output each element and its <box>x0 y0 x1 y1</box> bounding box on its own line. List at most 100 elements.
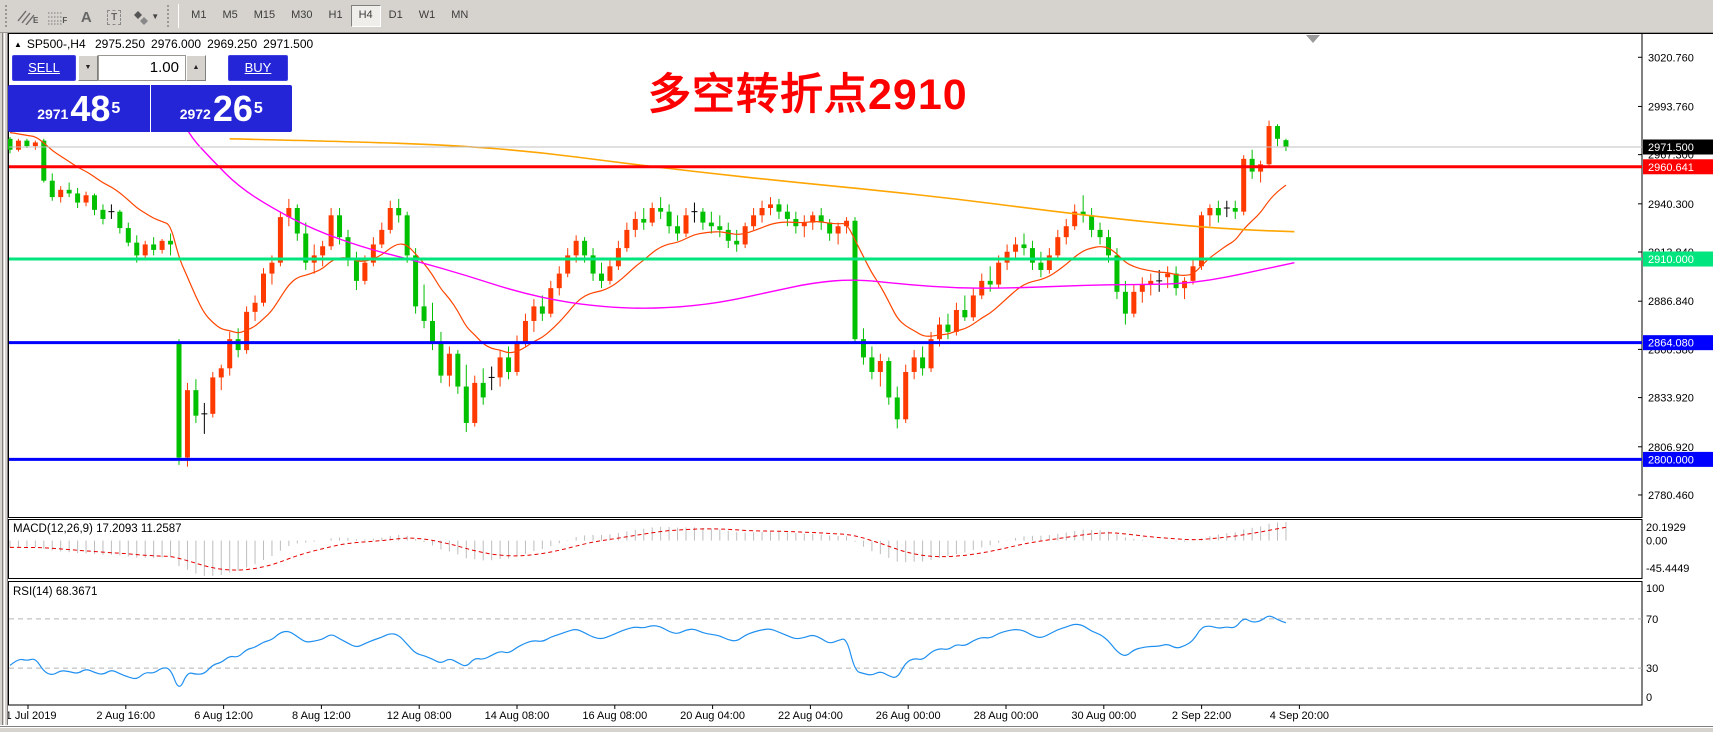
time-tick-label[interactable]: 2 Aug 16:00 <box>96 710 155 722</box>
candle-body <box>1131 291 1137 314</box>
buy-price-big: 26 <box>212 87 253 129</box>
candle-body <box>582 240 588 256</box>
candle-body <box>1232 208 1238 212</box>
candle-body <box>683 215 689 234</box>
time-tick-label[interactable]: 6 Aug 12:00 <box>194 710 253 722</box>
text-label-icon: T <box>107 10 122 25</box>
macd-axis-max: 20.1929 <box>1646 522 1686 534</box>
toolbar-grip[interactable] <box>167 5 171 27</box>
candle-body <box>658 208 664 212</box>
candle-body <box>184 390 190 458</box>
sell-price-button[interactable]: 2971 48 5 <box>8 85 151 132</box>
timeframe-button-mn[interactable]: MN <box>451 9 469 21</box>
time-tick-label[interactable]: 14 Aug 08:00 <box>485 710 550 722</box>
sell-button[interactable]: SELL <box>12 55 76 81</box>
candle-body <box>911 357 917 372</box>
candle-body <box>1198 215 1204 267</box>
time-tick-label[interactable]: 22 Aug 04:00 <box>778 710 843 722</box>
arrows-button[interactable]: ▼ <box>129 4 163 28</box>
timeframe-button-m30[interactable]: M30 <box>291 9 313 21</box>
time-tick-label[interactable]: 26 Aug 00:00 <box>876 710 941 722</box>
buy-price-small: 2972 <box>179 105 211 122</box>
candle-body <box>227 339 233 369</box>
candle-body <box>641 218 647 223</box>
candle-body <box>269 262 275 274</box>
candle-body <box>252 302 258 312</box>
candle-body <box>717 226 723 230</box>
buy-price-button[interactable]: 2972 26 5 <box>151 85 293 132</box>
time-tick-label[interactable]: 12 Aug 08:00 <box>387 710 452 722</box>
chevron-down-icon[interactable]: ▼ <box>151 11 160 21</box>
candle-body <box>970 295 976 318</box>
time-tick-label[interactable]: 2 Sep 22:00 <box>1172 710 1231 722</box>
time-tick-label[interactable]: 16 Aug 08:00 <box>582 710 647 722</box>
time-tick-label[interactable]: 28 Aug 00:00 <box>974 710 1039 722</box>
text-icon: A <box>80 9 92 26</box>
volume-decrease-button[interactable]: ▼ <box>78 55 98 81</box>
candle-body <box>176 342 182 458</box>
toolbar-separator <box>178 4 180 28</box>
candle-body <box>573 240 579 256</box>
candle-body <box>700 211 706 223</box>
buy-button[interactable]: BUY <box>228 55 288 81</box>
sell-price-small: 2971 <box>37 105 69 122</box>
timeframe-button-h1[interactable]: H1 <box>328 9 343 21</box>
candle-body <box>599 273 604 281</box>
time-tick-label[interactable]: 8 Aug 12:00 <box>292 710 351 722</box>
macd-signal-line <box>9 526 1287 571</box>
candle-body <box>1089 215 1095 230</box>
price-tick-label: 2833.920 <box>1648 393 1694 405</box>
fibonacci-button[interactable]: F <box>44 4 71 28</box>
chart-annotation-text[interactable]: 多空转折点2910 <box>648 71 968 119</box>
candle-body <box>953 310 959 332</box>
candle-body <box>1080 211 1086 216</box>
time-tick-label[interactable]: 31 Jul 2019 <box>0 710 56 722</box>
rsi-label: RSI(14) 68.3671 <box>13 586 97 598</box>
candle-body <box>421 306 427 321</box>
price-badge <box>1643 139 1713 155</box>
candle-body <box>58 189 64 198</box>
candle-body <box>649 208 655 223</box>
toolbar-grip[interactable] <box>5 5 9 27</box>
candle-body <box>218 368 224 378</box>
candle-body <box>1063 226 1069 238</box>
candle-body <box>632 218 638 230</box>
rsi-axis-label: 0 <box>1646 692 1652 704</box>
candle-body <box>801 222 807 227</box>
volume-increase-button[interactable]: ▲ <box>186 55 206 81</box>
timeframe-button-h4[interactable]: H4 <box>350 5 381 27</box>
candle-body <box>768 204 773 209</box>
quote-high: 2976.000 <box>151 37 202 51</box>
time-tick-label[interactable]: 4 Sep 20:00 <box>1270 710 1329 722</box>
candle-body <box>66 189 72 194</box>
candle-body <box>734 240 740 245</box>
trade-panel-controls: SELL ▼ 1.00 ▲ BUY <box>8 55 292 83</box>
shift-marker-icon <box>1306 35 1320 43</box>
sell-price-big: 48 <box>70 87 111 129</box>
candle-body <box>565 255 571 274</box>
timeframe-button-m5[interactable]: M5 <box>222 9 238 21</box>
timeframe-button-m1[interactable]: M1 <box>191 9 207 21</box>
macd-label: MACD(12,26,9) 17.2093 11.2587 <box>13 523 182 535</box>
candle-body <box>379 229 385 245</box>
text-label-button[interactable]: T <box>101 4 127 28</box>
time-tick-label[interactable]: 20 Aug 04:00 <box>680 710 745 722</box>
timeframe-button-w1[interactable]: W1 <box>418 9 436 21</box>
candle-body <box>353 259 359 281</box>
price-tick-label: 2780.460 <box>1648 490 1694 502</box>
tool-letter: F <box>62 16 68 25</box>
timeframe-button-m15[interactable]: M15 <box>253 9 276 21</box>
collapse-quote-icon[interactable]: ▲ <box>14 40 22 49</box>
candle-body <box>844 220 850 227</box>
candle-body <box>607 266 613 281</box>
candle-body <box>83 195 89 203</box>
price-badge-label: 2910.000 <box>1648 254 1694 266</box>
candle-body <box>1215 208 1221 216</box>
timeframe-button-d1[interactable]: D1 <box>388 9 403 21</box>
candle-body <box>827 222 833 234</box>
volume-input[interactable]: 1.00 <box>98 55 186 81</box>
time-tick-label[interactable]: 30 Aug 00:00 <box>1071 710 1136 722</box>
text-button[interactable]: A <box>73 4 99 28</box>
equidistant-channel-button[interactable]: E <box>13 4 42 28</box>
